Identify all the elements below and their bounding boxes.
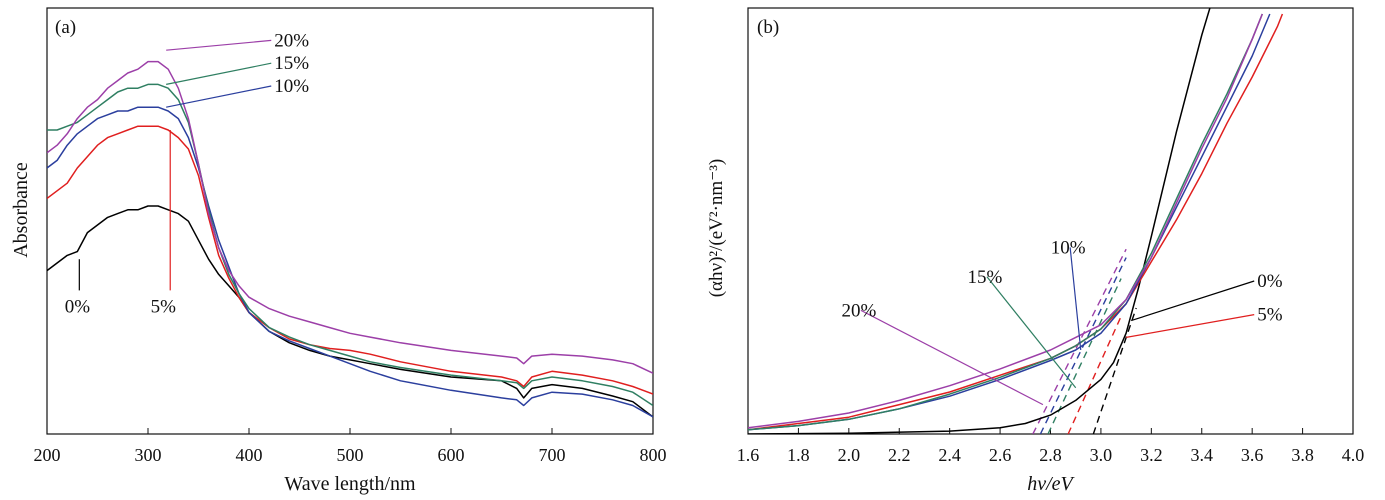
tangent-line-15pct: [1047, 278, 1122, 434]
plot-frame-a: [46, 7, 654, 435]
annotations-a: 0% 5% 10%15%20%: [65, 30, 310, 317]
annotation-label: 20%: [274, 30, 309, 51]
series-line-15pct: [47, 83, 653, 407]
x-tick-label: 2.2: [888, 445, 911, 465]
y-axis-label-b: (αhν)²/(eV²·nm⁻³): [706, 159, 727, 298]
x-tick-label: 200: [34, 445, 61, 465]
tangent-line-5pct: [1067, 316, 1122, 434]
x-ticks-b: 1.6 1.8 2.0 2.2 2.4 2.6 2.8 3.0 3.2 3.4 3.6 3.8 4.0: [737, 428, 1365, 465]
annotation-label: 5%: [151, 296, 177, 317]
annotation-label: 0%: [65, 296, 91, 317]
series-line-5pct: [47, 125, 653, 395]
series-line-0pct: [47, 205, 653, 418]
x-tick-label: 3.8: [1291, 445, 1314, 465]
panel-b: (b) 1.6 1.8 2.0 2.2 2.4 2.6 2.8 3.0 3.2 3.4 3.6 3.8…: [706, 7, 1365, 495]
series-line-20pct: [47, 60, 653, 374]
annotation-leader: [166, 85, 272, 108]
series-line-5pct: [748, 13, 1284, 431]
annotation-label: 15%: [968, 267, 1003, 288]
x-tick-label: 3.6: [1241, 445, 1264, 465]
series-line-15pct: [748, 13, 1263, 431]
tangent-line-0pct: [1092, 307, 1137, 434]
annotation-label: 15%: [274, 53, 309, 74]
series-b: [748, 8, 1284, 434]
x-axis-label-b: hν/eV: [1027, 473, 1075, 495]
x-tick-label: 700: [539, 445, 566, 465]
x-tick-label: 300: [135, 445, 162, 465]
series-a: [47, 60, 653, 418]
tangent-line-20pct: [1032, 248, 1127, 434]
annotation-label: 0%: [1257, 271, 1283, 292]
annotations-b: 0% 5% 10% 15% 20%: [842, 237, 1283, 406]
x-tick-label: 800: [640, 445, 667, 465]
annotation-leader: [1069, 247, 1082, 351]
panel-label-a: (a): [55, 17, 76, 38]
series-line-0pct: [748, 8, 1211, 434]
x-tick-label: 3.2: [1140, 445, 1163, 465]
annotation-label: 10%: [274, 76, 309, 97]
x-tick-label: 1.6: [737, 445, 760, 465]
x-tick-label: 600: [438, 445, 465, 465]
annotation-leader: [986, 276, 1077, 389]
annotation-label: 20%: [842, 300, 877, 321]
y-axis-label-a: Absorbance: [10, 162, 32, 258]
x-axis-label-a: Wave length/nm: [284, 473, 416, 495]
x-tick-label: 500: [337, 445, 364, 465]
x-tick-label: 4.0: [1342, 445, 1365, 465]
x-tick-label: 400: [236, 445, 263, 465]
annotation-leader: [1126, 314, 1255, 338]
tangent-lines-b: [1032, 248, 1137, 434]
series-line-20pct: [748, 13, 1263, 429]
annotation-leader: [166, 39, 272, 51]
annotation-leader: [1130, 280, 1255, 322]
plot-frame-b: [747, 7, 1354, 435]
x-tick-label: 3.0: [1090, 445, 1113, 465]
x-tick-label: 3.4: [1191, 445, 1214, 465]
x-tick-label: 1.8: [787, 445, 810, 465]
annotation-label: 10%: [1051, 237, 1086, 258]
x-tick-label: 2.6: [989, 445, 1012, 465]
x-tick-label: 2.4: [938, 445, 961, 465]
x-tick-label: 2.8: [1039, 445, 1062, 465]
annotation-leader: [166, 62, 272, 85]
panel-a: (a) 200 300 400 500 600 700 800 0% 5%10%15%20% …: [10, 7, 667, 495]
annotation-label: 5%: [1257, 305, 1283, 326]
x-tick-label: 2.0: [838, 445, 861, 465]
panel-label-b: (b): [757, 17, 779, 38]
annotation-leader: [860, 309, 1044, 406]
x-ticks-a: 200 300 400 500 600 700 800: [34, 428, 667, 465]
series-line-10pct: [47, 106, 653, 418]
